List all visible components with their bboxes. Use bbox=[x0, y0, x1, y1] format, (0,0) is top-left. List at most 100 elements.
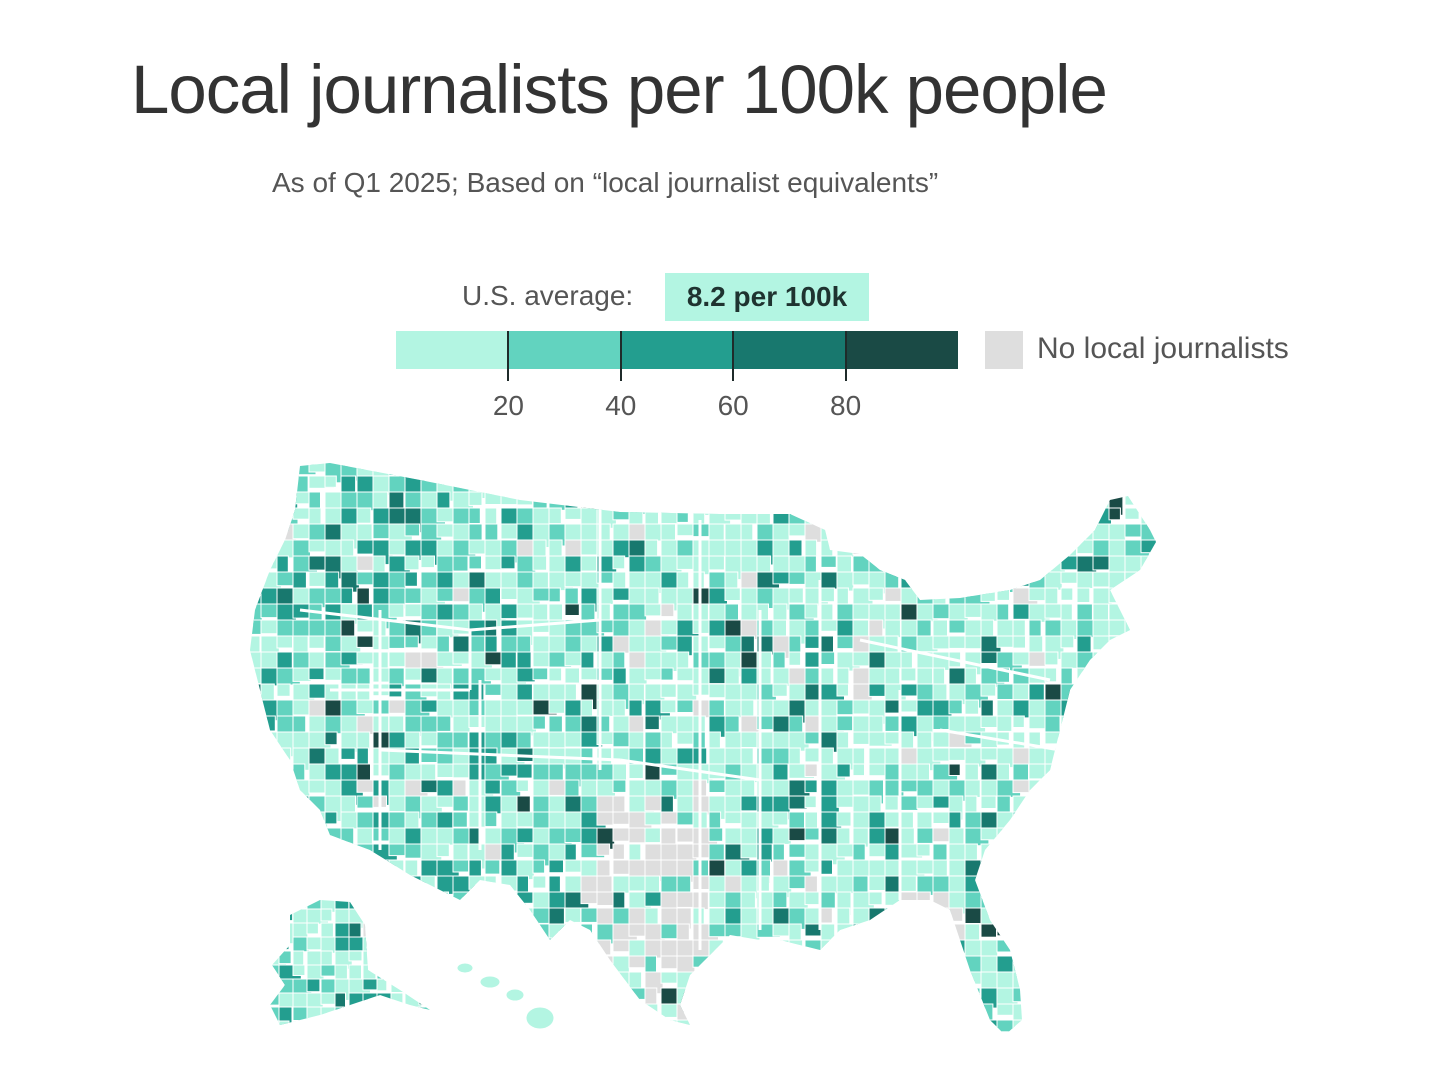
county-cell bbox=[644, 491, 667, 513]
county-cell bbox=[1060, 923, 1083, 937]
county-cell bbox=[362, 908, 378, 920]
county-cell bbox=[260, 475, 275, 501]
county-cell bbox=[596, 475, 611, 494]
county-cell bbox=[388, 875, 406, 892]
county-cell bbox=[484, 811, 498, 828]
county-cell bbox=[804, 763, 818, 777]
county-cell bbox=[916, 923, 934, 941]
county-cell bbox=[420, 1019, 446, 1035]
county-cell bbox=[596, 811, 616, 826]
county-cell bbox=[820, 859, 833, 875]
county-cell bbox=[852, 907, 871, 927]
county-cell bbox=[1092, 971, 1118, 996]
county-cell bbox=[900, 667, 917, 682]
county-cell bbox=[852, 971, 871, 998]
county-cell bbox=[1060, 587, 1074, 601]
county-cell bbox=[724, 587, 741, 601]
county-cell bbox=[884, 1003, 909, 1018]
county-cell bbox=[676, 491, 699, 514]
county-cell bbox=[420, 939, 446, 965]
county-cell bbox=[278, 1006, 293, 1025]
county-cell bbox=[418, 992, 430, 1006]
county-cell bbox=[612, 1019, 630, 1035]
county-cell bbox=[756, 475, 779, 494]
county-cell bbox=[1076, 715, 1095, 732]
county-cell bbox=[1076, 491, 1095, 511]
county-cell bbox=[869, 1036, 883, 1055]
county-cell bbox=[1092, 683, 1119, 702]
county-cell bbox=[548, 971, 571, 991]
county-cell bbox=[868, 923, 896, 948]
county-cell bbox=[1044, 763, 1064, 790]
county-cell bbox=[884, 971, 909, 998]
county-cell bbox=[836, 955, 857, 975]
county-cell bbox=[980, 843, 996, 861]
county-cell bbox=[1028, 987, 1042, 1009]
county-cell bbox=[996, 1003, 1015, 1016]
county-cell bbox=[1012, 811, 1033, 838]
county-cell bbox=[418, 1020, 430, 1025]
county-cell bbox=[1124, 891, 1146, 911]
county-cell bbox=[1012, 491, 1026, 508]
county-cell bbox=[788, 475, 813, 494]
county-cell bbox=[596, 987, 623, 1002]
county-cell bbox=[757, 1036, 776, 1048]
county-cell bbox=[644, 843, 663, 863]
county-cell bbox=[804, 475, 828, 501]
county-cell bbox=[484, 955, 499, 976]
hawaii-island bbox=[479, 975, 501, 989]
county-cell bbox=[740, 779, 756, 799]
county-cell bbox=[250, 987, 271, 1003]
county-cell bbox=[372, 891, 389, 912]
county-cell bbox=[1108, 715, 1122, 741]
county-cell bbox=[1093, 1036, 1109, 1060]
county-cell bbox=[388, 955, 415, 971]
county-cell bbox=[420, 875, 436, 898]
county-cell bbox=[676, 779, 694, 799]
county-cell bbox=[516, 971, 530, 992]
county-cell bbox=[292, 811, 308, 828]
county-cell bbox=[516, 475, 542, 496]
county-cell bbox=[516, 955, 530, 981]
county-cell bbox=[820, 587, 835, 603]
county-cell bbox=[1140, 747, 1156, 769]
county-cell bbox=[1140, 475, 1156, 501]
county-cell bbox=[250, 555, 269, 581]
county-cell bbox=[948, 987, 964, 1011]
county-cell bbox=[532, 859, 546, 874]
county-cell bbox=[260, 779, 280, 797]
county-cell bbox=[1044, 859, 1065, 876]
county-cell bbox=[270, 992, 281, 1006]
color-scale-legend bbox=[396, 331, 959, 369]
county-cell bbox=[308, 635, 325, 649]
county-cell bbox=[372, 1003, 394, 1030]
county-cell bbox=[692, 491, 719, 516]
county-cell bbox=[980, 907, 1005, 926]
county-cell bbox=[996, 539, 1014, 563]
county-cell bbox=[516, 683, 533, 702]
county-cell bbox=[932, 987, 950, 1004]
county-cell bbox=[468, 1019, 486, 1035]
county-cell bbox=[724, 1019, 751, 1035]
county-cell bbox=[436, 955, 454, 973]
county-cell bbox=[500, 1019, 518, 1035]
county-cell bbox=[1157, 652, 1178, 676]
county-cell bbox=[308, 827, 332, 851]
county-cell bbox=[868, 955, 893, 970]
county-cell bbox=[868, 491, 890, 510]
county-cell bbox=[1157, 572, 1174, 589]
hawaii-island bbox=[505, 988, 525, 1002]
county-cell bbox=[250, 843, 270, 857]
county-cell bbox=[836, 795, 854, 808]
county-cell bbox=[788, 491, 813, 505]
county-cell bbox=[362, 1006, 378, 1023]
us-county-map bbox=[0, 430, 1440, 1080]
county-cell bbox=[1140, 699, 1154, 722]
county-cell bbox=[1092, 859, 1117, 883]
county-cell bbox=[1092, 699, 1119, 713]
county-cell bbox=[372, 955, 392, 971]
county-cell bbox=[948, 475, 972, 502]
county-cell bbox=[261, 1036, 279, 1058]
county-cell bbox=[1044, 1019, 1066, 1035]
county-cell bbox=[340, 1019, 364, 1034]
